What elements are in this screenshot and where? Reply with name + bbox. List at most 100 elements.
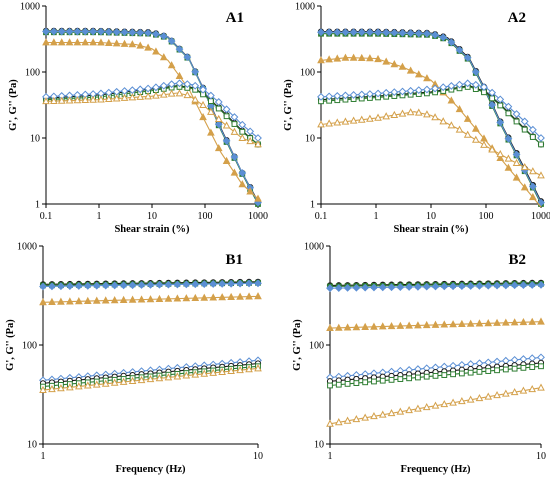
y-tick-label: 1	[35, 200, 40, 211]
data-point	[496, 149, 505, 158]
y-tick-label: 1000	[304, 242, 324, 253]
data-point	[246, 127, 255, 136]
data-point	[488, 101, 497, 109]
data-point	[89, 38, 97, 46]
data-point	[439, 33, 448, 42]
data-point	[431, 31, 439, 39]
data-point	[101, 281, 110, 290]
data-point	[57, 384, 65, 392]
data-point	[325, 55, 333, 63]
data-point	[209, 293, 218, 301]
data-point	[333, 54, 342, 62]
data-point	[333, 92, 342, 100]
data-point	[480, 140, 488, 148]
data-point	[520, 364, 527, 371]
data-point	[73, 27, 82, 36]
data-point	[238, 169, 247, 177]
data-point	[159, 53, 168, 61]
data-point	[357, 90, 366, 99]
data-point	[463, 114, 472, 122]
data-point	[378, 322, 387, 330]
data-point	[173, 372, 182, 380]
data-point	[341, 117, 350, 125]
data-point	[458, 370, 465, 377]
data-point	[164, 373, 173, 381]
data-point	[341, 53, 350, 61]
data-point	[200, 369, 209, 377]
data-point	[341, 91, 350, 100]
data-point	[83, 281, 92, 290]
data-point	[81, 27, 90, 36]
data-point	[39, 385, 47, 394]
data-point	[537, 280, 545, 289]
data-point	[223, 113, 230, 120]
data-point	[74, 382, 83, 390]
data-point	[73, 96, 82, 104]
data-point	[183, 90, 192, 99]
data-point	[327, 382, 333, 389]
data-point	[173, 294, 182, 302]
y-tick-label: 100	[25, 68, 40, 79]
data-point	[317, 28, 325, 37]
data-point	[57, 27, 66, 36]
panel-label: A2	[508, 10, 526, 26]
x-tick-label: 1	[41, 451, 46, 462]
data-point	[245, 365, 253, 373]
data-point	[521, 126, 528, 133]
data-point	[471, 80, 480, 89]
data-point	[326, 284, 334, 293]
data-point	[538, 363, 544, 370]
x-tick-label: 100	[198, 211, 213, 222]
data-point	[485, 368, 492, 374]
data-point	[167, 37, 176, 46]
data-point	[529, 134, 536, 140]
data-point	[423, 85, 431, 94]
data-point	[119, 295, 128, 303]
data-point	[361, 413, 370, 421]
data-point	[387, 283, 396, 292]
data-point	[397, 376, 404, 382]
data-point	[65, 27, 74, 36]
data-point	[414, 70, 423, 78]
data-point	[218, 293, 227, 301]
data-point	[529, 364, 536, 370]
data-point	[159, 81, 168, 90]
data-point	[406, 108, 415, 116]
data-point	[414, 29, 423, 38]
data-point	[214, 144, 223, 152]
data-point	[537, 171, 545, 179]
data-point	[97, 95, 105, 103]
data-point	[50, 96, 58, 104]
data-point	[362, 379, 369, 386]
data-point	[182, 280, 191, 289]
data-point	[471, 135, 480, 143]
data-point	[317, 56, 325, 64]
data-point	[387, 322, 396, 330]
data-point	[467, 369, 474, 376]
data-point	[529, 192, 537, 201]
data-point	[144, 43, 152, 51]
data-point	[227, 292, 235, 300]
data-point	[335, 381, 342, 388]
data-point	[159, 32, 168, 41]
data-point	[512, 110, 521, 118]
series-open-triangle	[326, 383, 545, 427]
data-point	[325, 92, 334, 101]
data-point	[230, 127, 239, 135]
data-point	[74, 282, 83, 290]
data-point	[175, 89, 184, 97]
data-point	[207, 128, 215, 136]
data-point	[215, 105, 222, 112]
series-line	[46, 41, 259, 200]
data-point	[390, 88, 399, 97]
data-point	[206, 91, 215, 100]
data-point	[475, 281, 484, 290]
data-point	[447, 121, 456, 129]
data-point	[450, 371, 456, 378]
data-point	[57, 297, 65, 305]
y-tick-label: 100	[22, 341, 37, 352]
data-point	[39, 298, 47, 306]
y-tick-label: 1000	[17, 242, 37, 253]
series-open-triangle	[39, 364, 262, 394]
data-point	[414, 282, 422, 291]
